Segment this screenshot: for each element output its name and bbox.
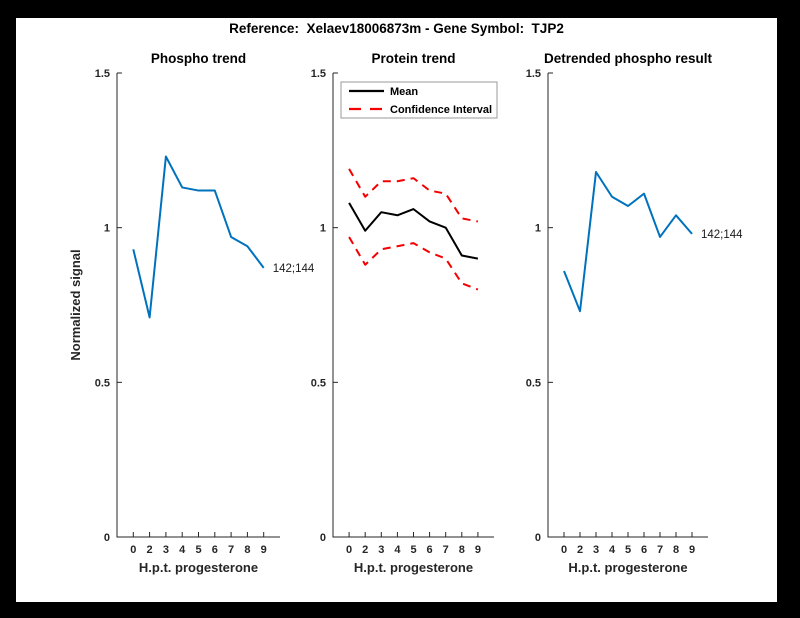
series-line-1 xyxy=(348,168,479,223)
x-tick-label: 0 xyxy=(346,544,352,556)
x-tick-label: 6 xyxy=(427,544,433,556)
x-tick-label: 4 xyxy=(609,544,616,556)
x-tick-label: 6 xyxy=(212,544,218,556)
x-tick-label: 9 xyxy=(261,544,267,556)
series-line-2 xyxy=(348,236,479,291)
axes-frame xyxy=(547,73,708,538)
x-tick-label: 7 xyxy=(228,544,234,556)
x-tick-label: 2 xyxy=(147,544,153,556)
x-tick-label: 2 xyxy=(362,544,368,556)
y-tick-label: 0 xyxy=(320,532,326,544)
x-tick-label: 5 xyxy=(195,544,201,556)
x-tick-label: 3 xyxy=(163,544,169,556)
axes-frame xyxy=(116,73,280,538)
x-tick-label: 9 xyxy=(689,544,695,556)
x-tick-label: 3 xyxy=(378,544,384,556)
y-tick-label: 0.5 xyxy=(526,377,541,389)
y-tick-label: 1 xyxy=(320,223,326,235)
x-axis-label: H.p.t. progesterone xyxy=(568,560,687,575)
figure-title: Reference: Xelaev18006873m - Gene Symbol… xyxy=(229,21,564,36)
x-tick-label: 4 xyxy=(179,544,186,556)
y-tick-label: 1 xyxy=(104,223,110,235)
x-tick-label: 7 xyxy=(443,544,449,556)
y-tick-label: 0 xyxy=(104,532,110,544)
x-tick-label: 4 xyxy=(394,544,401,556)
x-tick-label: 6 xyxy=(641,544,647,556)
x-tick-label: 2 xyxy=(577,544,583,556)
series-line-0 xyxy=(563,170,693,313)
x-tick-label: 5 xyxy=(410,544,416,556)
legend-label-0: Mean xyxy=(390,86,418,98)
y-tick-label: 1.5 xyxy=(311,68,326,80)
y-tick-label: 1 xyxy=(535,223,541,235)
x-tick-label: 0 xyxy=(130,544,136,556)
x-tick-label: 8 xyxy=(459,544,465,556)
x-axis-label: H.p.t. progesterone xyxy=(354,560,473,575)
y-axis-label: Normalized signal xyxy=(68,249,83,360)
x-tick-label: 7 xyxy=(657,544,663,556)
figure-canvas: Reference: Xelaev18006873m - Gene Symbol… xyxy=(16,18,777,602)
x-tick-label: 9 xyxy=(475,544,481,556)
x-axis-label: H.p.t. progesterone xyxy=(139,560,258,575)
x-tick-label: 5 xyxy=(625,544,631,556)
y-tick-label: 0 xyxy=(535,532,541,544)
series-line-0 xyxy=(348,202,479,260)
y-tick-label: 1.5 xyxy=(95,68,110,80)
legend-box xyxy=(340,81,498,119)
endpoint-annotation: 142;144 xyxy=(273,263,315,275)
y-tick-label: 1.5 xyxy=(526,68,541,80)
x-tick-label: 8 xyxy=(244,544,250,556)
x-tick-label: 0 xyxy=(561,544,567,556)
axes-frame xyxy=(332,73,494,538)
x-tick-label: 3 xyxy=(593,544,599,556)
series-line-0 xyxy=(132,155,265,319)
subplot-title: Protein trend xyxy=(371,51,455,66)
subplot-title: Detrended phospho result xyxy=(544,51,713,66)
legend-label-1: Confidence Interval xyxy=(390,104,492,116)
x-tick-label: 8 xyxy=(673,544,679,556)
y-tick-label: 0.5 xyxy=(311,377,326,389)
y-tick-label: 0.5 xyxy=(95,377,110,389)
endpoint-annotation: 142;144 xyxy=(701,229,743,241)
subplot-title: Phospho trend xyxy=(151,51,246,66)
